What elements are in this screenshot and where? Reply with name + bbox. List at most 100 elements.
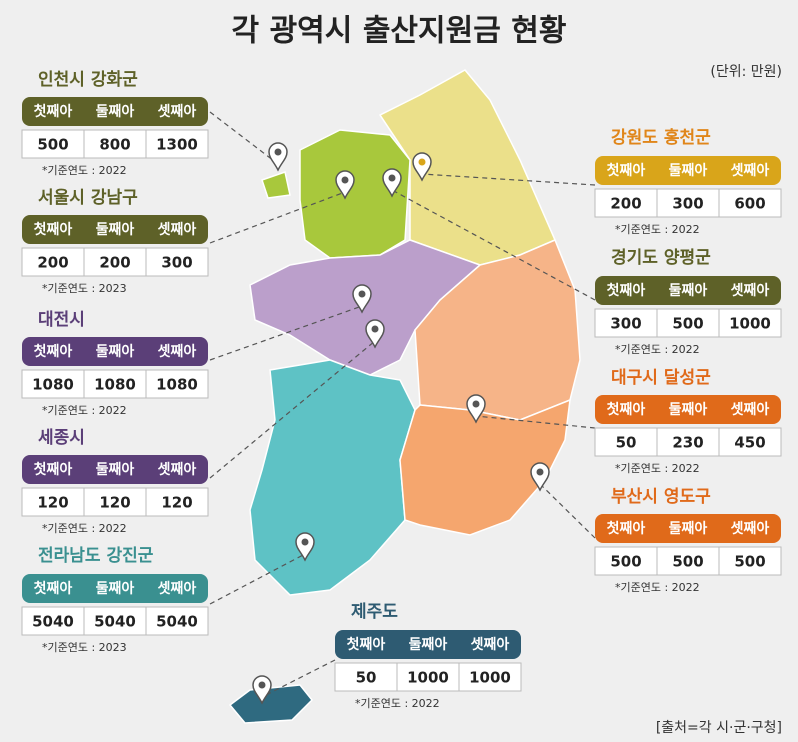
column-header: 셋째아 xyxy=(158,580,197,597)
cell-value: 5040 xyxy=(32,613,74,631)
region-name: 경기도 양평군 xyxy=(611,248,711,268)
cell-value: 500 xyxy=(37,136,68,154)
cell-value: 230 xyxy=(672,434,703,452)
region-name: 대구시 달성군 xyxy=(611,367,711,388)
source: [출처=각 시·군·구청] xyxy=(656,720,782,736)
unit: (단위: 만원) xyxy=(710,64,782,80)
column-header: 첫째아 xyxy=(347,636,386,653)
base-year-note: *기준연도 : 2023 xyxy=(42,641,127,654)
region-name: 전라남도 강진군 xyxy=(38,546,154,566)
base-year-note: *기준연도 : 2022 xyxy=(42,522,127,535)
base-year-note: *기준연도 : 2022 xyxy=(615,223,700,236)
column-header: 첫째아 xyxy=(34,343,73,360)
cell-value: 200 xyxy=(99,254,130,272)
table-body xyxy=(21,247,209,277)
cell-value: 50 xyxy=(616,434,637,452)
region-name: 세종시 xyxy=(38,428,85,448)
map xyxy=(228,69,581,724)
base-year-note: *기준연도 : 2022 xyxy=(615,462,700,475)
region-name: 인천시 강화군 xyxy=(38,70,138,90)
table-body xyxy=(594,427,782,457)
column-header: 둘째아 xyxy=(669,282,708,299)
cell-value: 500 xyxy=(672,315,703,333)
table-header xyxy=(22,215,208,244)
map-pin-dot xyxy=(388,174,396,182)
table-header xyxy=(595,395,781,424)
cell-value: 1080 xyxy=(32,376,74,394)
column-header: 둘째아 xyxy=(669,162,708,179)
map-pin-dot xyxy=(418,158,426,166)
cell-value: 1000 xyxy=(469,669,511,687)
table-header xyxy=(22,97,208,126)
region-name: 서울시 강남구 xyxy=(38,188,138,208)
table-body xyxy=(21,369,209,399)
cell-value: 1300 xyxy=(156,136,198,154)
column-header: 둘째아 xyxy=(96,580,135,597)
column-header: 셋째아 xyxy=(731,162,770,179)
region-name: 부산시 영도구 xyxy=(611,487,711,507)
base-year-note: *기준연도 : 2022 xyxy=(42,164,127,177)
table-header xyxy=(22,337,208,366)
map-pin xyxy=(382,168,402,198)
cell-value: 200 xyxy=(37,254,68,272)
table-body xyxy=(594,188,782,218)
map-pin xyxy=(530,462,550,492)
table-header xyxy=(595,514,781,543)
map-pin-dot xyxy=(301,538,309,546)
column-header: 셋째아 xyxy=(731,401,770,418)
column-header: 첫째아 xyxy=(34,461,73,478)
region-jeju xyxy=(228,684,314,724)
column-header: 셋째아 xyxy=(158,221,197,238)
leader-line xyxy=(539,483,596,539)
region-ganghwa xyxy=(261,171,291,199)
table-header xyxy=(22,455,208,484)
cell-value: 1080 xyxy=(156,376,198,394)
cell-value: 450 xyxy=(734,434,765,452)
cell-value: 800 xyxy=(99,136,130,154)
leader-line xyxy=(391,189,596,301)
cell-value: 500 xyxy=(610,553,641,571)
column-header: 첫째아 xyxy=(34,580,73,597)
map-pin-dot xyxy=(358,290,366,298)
map-pin xyxy=(335,170,355,200)
table-body xyxy=(594,308,782,338)
region-gyeonggi xyxy=(299,129,411,259)
map-pin xyxy=(268,142,288,172)
region-name: 강원도 홍천군 xyxy=(611,127,711,148)
cell-value: 1000 xyxy=(407,669,449,687)
column-header: 첫째아 xyxy=(607,162,646,179)
cell-value: 5040 xyxy=(94,613,136,631)
column-header: 둘째아 xyxy=(96,221,135,238)
column-header: 셋째아 xyxy=(158,461,197,478)
map-pin xyxy=(466,394,486,424)
cell-value: 50 xyxy=(356,669,377,687)
column-header: 둘째아 xyxy=(409,636,448,653)
cell-value: 600 xyxy=(734,195,765,213)
cell-value: 500 xyxy=(734,553,765,571)
map-pin-dot xyxy=(371,325,379,333)
map-pin xyxy=(295,532,315,562)
map-pin xyxy=(252,675,272,705)
column-header: 둘째아 xyxy=(96,461,135,478)
column-header: 둘째아 xyxy=(96,103,135,120)
base-year-note: *기준연도 : 2022 xyxy=(615,581,700,594)
cell-value: 300 xyxy=(161,254,192,272)
leader-line xyxy=(475,415,596,429)
column-header: 첫째아 xyxy=(34,103,73,120)
column-header: 둘째아 xyxy=(669,401,708,418)
cell-value: 500 xyxy=(672,553,703,571)
map-pin-dot xyxy=(258,681,266,689)
table-body xyxy=(334,662,522,692)
leader-line xyxy=(209,191,346,244)
table-header xyxy=(595,156,781,185)
